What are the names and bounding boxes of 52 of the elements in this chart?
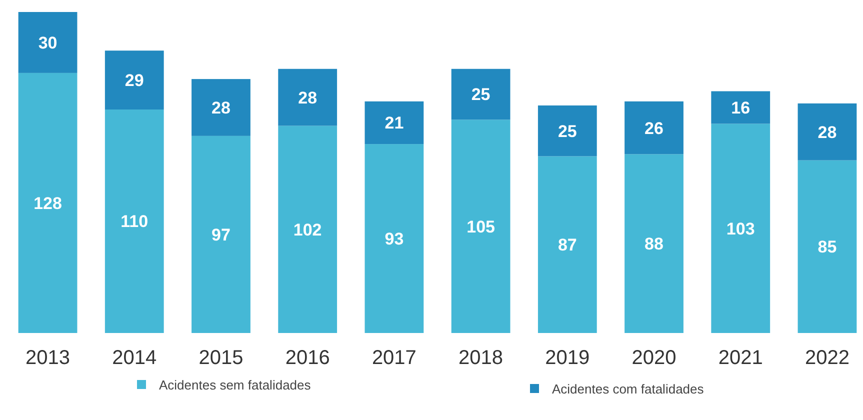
bar <box>18 12 78 73</box>
data-label: 88 <box>644 234 664 254</box>
x-tick-label: 2014 <box>112 347 157 369</box>
legend-label: Acidentes sem fatalidades <box>159 378 312 393</box>
data-label: 97 <box>212 225 230 244</box>
data-label: 87 <box>558 236 577 255</box>
bar <box>798 160 857 333</box>
bar <box>104 110 164 333</box>
x-tick-label: 2017 <box>372 347 416 369</box>
data-label: 85 <box>818 238 837 257</box>
data-label: 25 <box>471 85 490 104</box>
bar <box>278 126 338 333</box>
data-label: 28 <box>818 122 837 142</box>
x-tick-label: 2022 <box>804 347 850 369</box>
x-tick-label: 2013 <box>26 347 70 369</box>
data-label: 26 <box>644 118 664 138</box>
x-tick-label: 2015 <box>198 347 244 369</box>
data-label: 21 <box>384 114 404 133</box>
bar <box>538 105 597 156</box>
data-label: 16 <box>731 98 750 118</box>
x-tick-label: 2019 <box>545 347 590 369</box>
data-label: 28 <box>298 88 318 108</box>
bar <box>104 50 164 110</box>
data-label: 29 <box>124 71 144 90</box>
x-tick-label: 2021 <box>718 347 763 369</box>
bar <box>18 72 78 333</box>
bar <box>192 79 250 136</box>
data-label: 110 <box>120 212 148 232</box>
data-label: 30 <box>38 33 58 52</box>
bar <box>538 156 597 333</box>
data-label: 105 <box>466 217 495 236</box>
x-tick-label: 2018 <box>458 347 504 369</box>
bar <box>278 68 338 126</box>
data-label: 25 <box>558 122 577 141</box>
bar <box>798 103 857 160</box>
bar <box>364 101 424 144</box>
bar <box>711 124 770 333</box>
bar <box>451 68 510 120</box>
bar <box>711 91 770 124</box>
data-label: 28 <box>212 98 230 118</box>
bar <box>451 120 510 333</box>
data-label: 103 <box>726 219 755 238</box>
data-label: 102 <box>293 220 322 240</box>
x-tick-label: 2020 <box>632 347 676 369</box>
x-tick-label: 2016 <box>285 347 330 369</box>
bar <box>364 144 424 333</box>
data-label: 128 <box>34 194 62 213</box>
bar <box>624 101 684 154</box>
bar <box>192 136 250 333</box>
bar <box>624 154 684 333</box>
data-label: 93 <box>384 229 404 248</box>
legend-label: Acidentes com fatalidades <box>552 382 704 397</box>
